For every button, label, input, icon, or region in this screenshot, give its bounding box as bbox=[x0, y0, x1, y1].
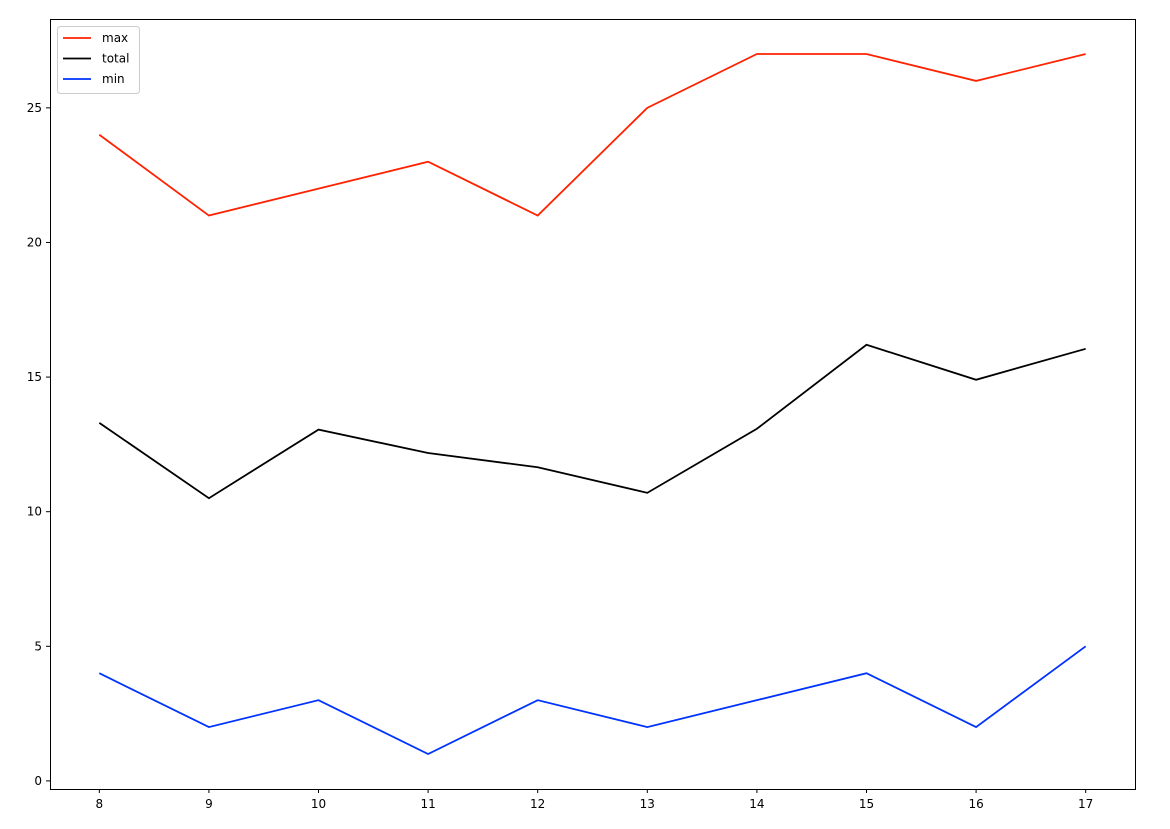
x-tick-label: 14 bbox=[749, 797, 764, 811]
x-tick-label: 17 bbox=[1078, 797, 1093, 811]
x-tick-label: 8 bbox=[95, 797, 103, 811]
series-lines bbox=[98, 53, 1087, 756]
x-tick-label: 10 bbox=[311, 797, 326, 811]
x-tick-label: 13 bbox=[640, 797, 655, 811]
legend: max total min bbox=[57, 26, 140, 94]
y-tick-label: 10 bbox=[27, 505, 42, 519]
legend-label-min: min bbox=[102, 72, 125, 86]
axes-frame bbox=[50, 19, 1136, 790]
y-tick-label: 5 bbox=[34, 639, 42, 653]
x-tick-label: 15 bbox=[859, 797, 874, 811]
y-axis: 0 5 10 15 20 25 bbox=[27, 101, 50, 788]
y-tick-label: 20 bbox=[27, 235, 42, 249]
legend-label-total: total bbox=[102, 52, 129, 66]
y-tick-label: 0 bbox=[34, 774, 42, 788]
x-tick-label: 11 bbox=[420, 797, 435, 811]
series-line-total bbox=[98, 343, 1086, 500]
x-tick-label: 9 bbox=[205, 797, 213, 811]
x-axis: 8 9 10 11 12 13 14 15 16 17 bbox=[95, 789, 1093, 811]
legend-label-max: max bbox=[102, 31, 128, 45]
x-tick-label: 16 bbox=[968, 797, 983, 811]
x-tick-label: 12 bbox=[530, 797, 545, 811]
series-line-max bbox=[98, 53, 1086, 217]
series-line-min bbox=[98, 645, 1087, 756]
legend-box bbox=[57, 26, 140, 94]
y-tick-label: 15 bbox=[27, 370, 42, 384]
y-tick-label: 25 bbox=[27, 101, 42, 115]
